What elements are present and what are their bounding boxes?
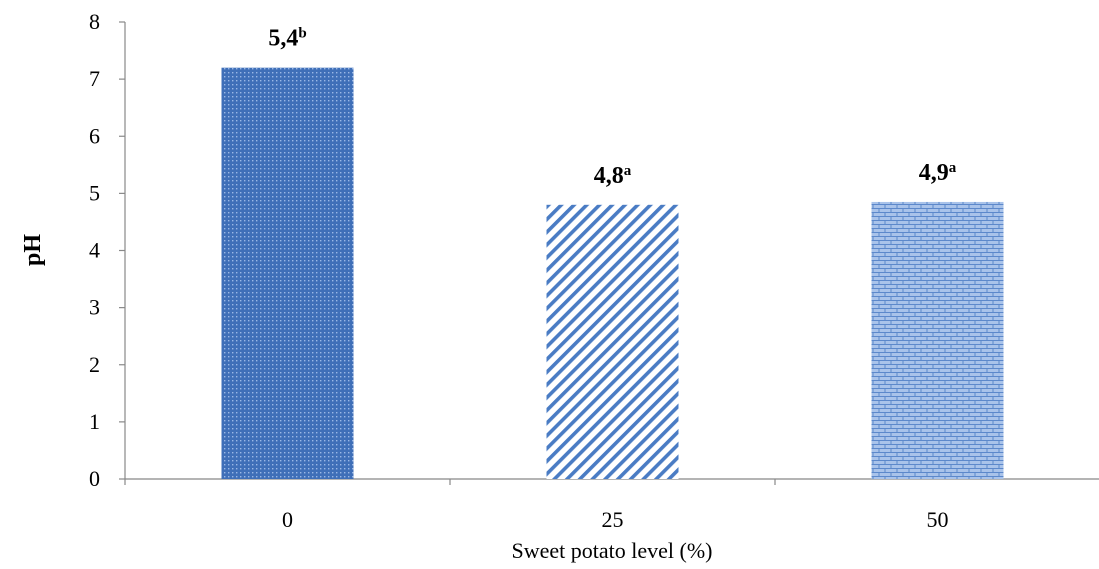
data-label: 4,9a — [919, 160, 957, 186]
data-label: 4,8a — [594, 163, 632, 189]
bar — [546, 204, 679, 480]
y-tick-label: 8 — [89, 9, 100, 34]
bar — [871, 201, 1004, 479]
data-label-value: 5,4 — [268, 26, 298, 52]
data-label-superscript: a — [949, 160, 957, 176]
y-tick-label: 1 — [89, 409, 100, 434]
data-label-value: 4,9 — [919, 160, 949, 186]
x-tick-label: 50 — [927, 507, 949, 532]
x-tick-label: 25 — [602, 507, 624, 532]
data-label-value: 4,8 — [594, 163, 624, 189]
y-axis-title: pH — [20, 234, 46, 266]
data-label-superscript: a — [624, 163, 632, 179]
x-tick-label: 0 — [282, 507, 293, 532]
bar — [221, 67, 354, 479]
data-label: 5,4b — [268, 26, 306, 52]
y-tick-label: 5 — [89, 180, 100, 205]
data-label-superscript: b — [298, 26, 306, 42]
y-tick-label: 6 — [89, 123, 100, 148]
y-tick-label: 0 — [89, 466, 100, 491]
x-axis-title: Sweet potato level (%) — [512, 538, 713, 563]
y-tick-label: 7 — [89, 66, 100, 91]
y-tick-label: 2 — [89, 352, 100, 377]
y-tick-label: 3 — [89, 295, 100, 320]
y-tick-label: 4 — [89, 238, 100, 263]
